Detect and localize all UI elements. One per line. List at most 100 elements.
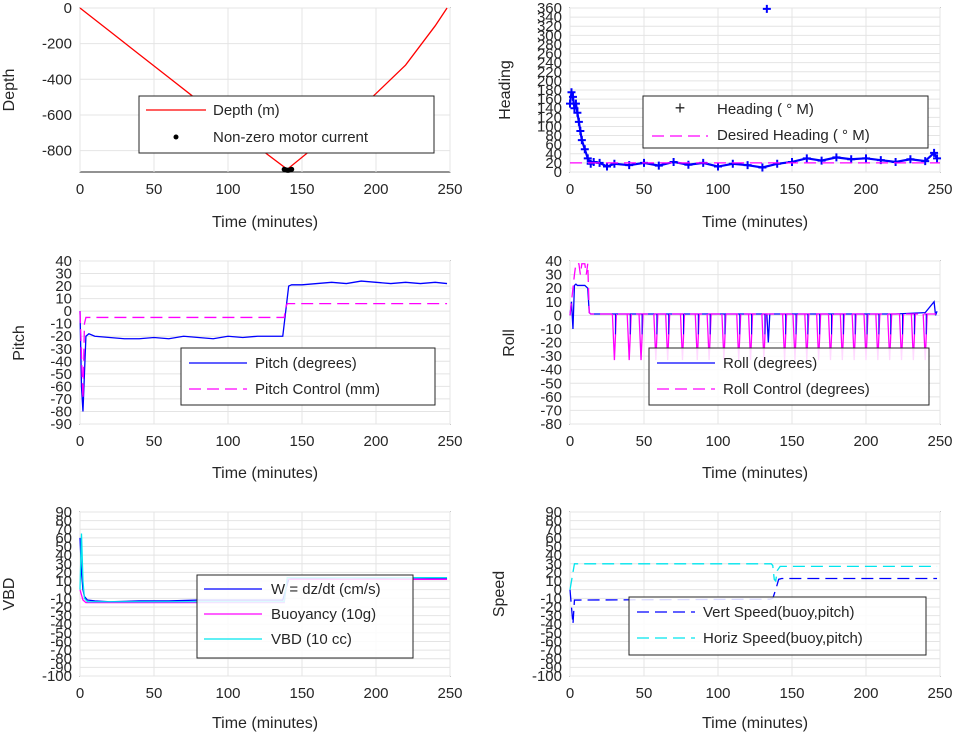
roll-legend-control: Roll Control (degrees) <box>723 381 870 398</box>
roll-y-tick-label: -20 <box>540 335 562 352</box>
heading-series-1-point <box>580 145 589 154</box>
roll-panel: 0 50 100 150 200 250403020100-10-20-30-40-50-… <box>501 253 953 482</box>
pitch-y-tick-label: 10 <box>55 291 72 308</box>
pitch-panel: 0 50 100 150 200 250403020100-10-20-30-40-50-… <box>11 253 463 482</box>
roll-y-tick-label: -70 <box>540 402 562 419</box>
vbd-x-label: Time (minutes) <box>212 715 318 732</box>
heading-series-1-point <box>728 159 737 168</box>
pitch-series-1-line <box>79 280 448 412</box>
heading-series-1-point <box>568 92 577 101</box>
vbd-y-tick-label: -50 <box>50 625 72 642</box>
roll-y-tick-label: 0 <box>554 307 562 324</box>
pitch-series-2-line <box>79 302 448 399</box>
roll-y-tick-label: 40 <box>545 253 562 270</box>
heading-y-tick-label: 120 <box>537 109 562 126</box>
pitch-x-tick-label: 250 <box>437 433 462 450</box>
heading-series-1-point <box>817 156 826 165</box>
speed-legend: Vert Speed(buoy,pitch) Horiz Speed(buoy,… <box>628 596 927 656</box>
heading-series-1-point <box>570 104 579 113</box>
vbd-y-tick-label: -90 <box>50 659 72 676</box>
heading-series-1-point <box>743 161 752 170</box>
roll-x-tick-label: 250 <box>927 433 952 450</box>
speed-y-tick-label: -60 <box>540 633 562 650</box>
heading-series-1-point <box>583 154 592 163</box>
roll-y-label: Roll <box>501 329 518 357</box>
heading-series-1-point <box>684 160 693 169</box>
speed-y-tick-label: 20 <box>545 564 562 581</box>
speed-y-tick-label: 80 <box>545 513 562 530</box>
roll-legend: Roll (degrees) Roll Control (degrees) <box>648 347 930 406</box>
heading-y-tick-label: 220 <box>537 64 562 81</box>
vbd-legend: W = dz/dt (cm/s) Buoyancy (10g) VBD (10 … <box>196 574 414 659</box>
heading-y-tick-label: 140 <box>537 100 562 117</box>
speed-y-tick-label: -70 <box>540 642 562 659</box>
vbd-y-tick-label: 0 <box>64 582 72 599</box>
heading-series-1-point <box>762 4 771 13</box>
vbd-x-tick-label: 150 <box>289 685 314 702</box>
heading-series-1-point <box>832 153 841 162</box>
depth-legend-motor: Non-zero motor current <box>213 129 369 146</box>
pitch-y-tick-label: -40 <box>50 353 72 370</box>
speed-panel: 0 50 100 150 200 2509080706050403020100-10-20… <box>491 504 953 732</box>
vbd-y-tick-label: -70 <box>50 642 72 659</box>
pitch-y-tick-label: 20 <box>55 278 72 295</box>
heading-series-1-point <box>933 154 942 163</box>
speed-y-tick-label: 70 <box>545 521 562 538</box>
heading-legend-desired: Desired Heading ( ° M) <box>717 127 870 144</box>
roll-x-tick-label: 100 <box>705 433 730 450</box>
pitch-legend-pitch: Pitch (degrees) <box>255 355 357 372</box>
heading-y-tick-label: 200 <box>537 73 562 90</box>
depth-series-2-point <box>289 166 295 172</box>
heading-series-1-point <box>567 88 576 97</box>
heading-series-1-point <box>906 155 915 164</box>
vbd-y-tick-label: 70 <box>55 521 72 538</box>
heading-x-tick-label: 0 <box>566 181 574 198</box>
heading-legend-marker: + <box>675 98 686 118</box>
roll-y-tick-label: -40 <box>540 362 562 379</box>
vbd-x-tick-label: 250 <box>437 685 462 702</box>
speed-y-tick-label: 90 <box>545 504 562 521</box>
heading-y-tick-label: 100 <box>537 118 562 135</box>
speed-x-tick-label: 200 <box>853 685 878 702</box>
vbd-y-tick-label: -30 <box>50 608 72 625</box>
speed-y-tick-label: 60 <box>545 530 562 547</box>
vbd-x-tick-label: 50 <box>146 685 163 702</box>
depth-x-tick-label: 250 <box>437 181 462 198</box>
roll-x-tick-label: 150 <box>779 433 804 450</box>
depth-legend-box <box>138 95 435 154</box>
heading-series-1-point <box>603 162 611 171</box>
vbd-legend-w: W = dz/dt (cm/s) <box>271 581 381 598</box>
heading-legend: + Heading ( ° M) Desired Heading ( ° M) <box>642 95 929 149</box>
speed-legend-horiz: Horiz Speed(buoy,pitch) <box>703 630 863 647</box>
roll-x-label: Time (minutes) <box>702 465 808 482</box>
speed-y-tick-label: 30 <box>545 556 562 573</box>
speed-y-tick-label: 40 <box>545 547 562 564</box>
heading-y-tick-label: 280 <box>537 36 562 53</box>
speed-y-label: Speed <box>491 571 508 617</box>
heading-y-tick-label: 20 <box>545 155 562 172</box>
speed-y-tick-label: -80 <box>540 651 562 668</box>
speed-y-tick-label: -40 <box>540 616 562 633</box>
pitch-x-tick-label: 50 <box>146 433 163 450</box>
depth-x-tick-label: 150 <box>289 181 314 198</box>
heading-y-label: Heading <box>497 60 514 120</box>
vbd-legend-vbd: VBD (10 cc) <box>271 631 352 648</box>
heading-series-1-point <box>921 157 930 166</box>
depth-legend: Depth (m) Non-zero motor current <box>138 95 435 154</box>
heading-x-tick-label: 50 <box>636 181 653 198</box>
heading-y-tick-label: 160 <box>537 91 562 108</box>
heading-y-tick-label: 180 <box>537 82 562 99</box>
pitch-y-tick-label: -30 <box>50 341 72 358</box>
speed-x-tick-label: 50 <box>636 685 653 702</box>
vbd-y-tick-label: -60 <box>50 633 72 650</box>
pitch-x-label: Time (minutes) <box>212 465 318 482</box>
pitch-x-tick-label: 100 <box>215 433 240 450</box>
roll-x-tick-label: 0 <box>566 433 574 450</box>
heading-series-1-point <box>891 157 900 166</box>
heading-legend-box <box>642 95 929 149</box>
vbd-y-tick-label: -80 <box>50 651 72 668</box>
pitch-y-tick-label: -20 <box>50 328 72 345</box>
heading-series-1-point <box>573 108 582 117</box>
speed-legend-box <box>628 596 927 656</box>
